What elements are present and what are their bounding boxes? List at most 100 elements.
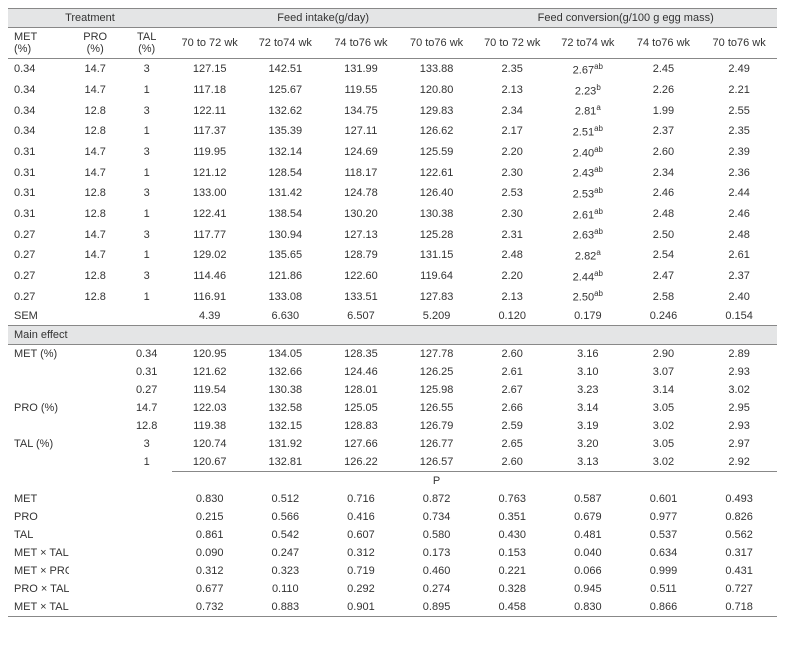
me-fi: 121.62 — [172, 363, 248, 381]
p-fc: 0.866 — [626, 598, 702, 617]
cell-fc: 2.81a — [550, 100, 626, 121]
cell-fc: 2.31 — [474, 224, 550, 245]
p-fc: 0.562 — [701, 526, 777, 544]
p-fi: 0.173 — [399, 544, 475, 562]
cell-tal: 3 — [121, 100, 171, 121]
cell-fi: 127.83 — [399, 286, 475, 307]
p-fi: 0.883 — [247, 598, 323, 617]
cell-met: 0.31 — [8, 204, 69, 225]
p-fc: 0.431 — [701, 562, 777, 580]
me-fc: 3.13 — [550, 453, 626, 472]
subhdr-wk: 70 to 72 wk — [172, 28, 248, 59]
me-fc: 2.89 — [701, 344, 777, 363]
cell-fc: 2.61ab — [550, 204, 626, 225]
subhdr-wk: 74 to76 wk — [626, 28, 702, 59]
cell-fc: 2.55 — [701, 100, 777, 121]
me-fi: 131.92 — [247, 435, 323, 453]
me-fc: 3.23 — [550, 381, 626, 399]
subhdr-wk: 70 to76 wk — [399, 28, 475, 59]
cell-fc: 2.50 — [626, 224, 702, 245]
cell-fc: 2.40ab — [550, 142, 626, 163]
cell-fi: 131.42 — [247, 183, 323, 204]
me-fi: 120.95 — [172, 344, 248, 363]
p-fi: 0.323 — [247, 562, 323, 580]
p-fc: 0.066 — [550, 562, 626, 580]
cell-met: 0.34 — [8, 121, 69, 142]
me-fc: 3.16 — [550, 344, 626, 363]
me-fi: 132.58 — [247, 399, 323, 417]
cell-fc: 2.48 — [474, 245, 550, 266]
p-fc: 0.999 — [626, 562, 702, 580]
me-fi: 126.57 — [399, 453, 475, 472]
me-fi: 120.67 — [172, 453, 248, 472]
cell-fc: 2.40 — [701, 286, 777, 307]
me-fi: 126.55 — [399, 399, 475, 417]
cell-fi: 130.94 — [247, 224, 323, 245]
p-fc: 0.977 — [626, 508, 702, 526]
cell-tal: 1 — [121, 121, 171, 142]
cell-fi: 132.14 — [247, 142, 323, 163]
cell-pro: 14.7 — [69, 80, 122, 101]
p-fi: 0.312 — [323, 544, 399, 562]
cell-pro: 12.8 — [69, 121, 122, 142]
cell-fi: 132.62 — [247, 100, 323, 121]
cell-fi: 127.13 — [323, 224, 399, 245]
me-fi: 124.46 — [323, 363, 399, 381]
p-fi: 0.090 — [172, 544, 248, 562]
cell-fi: 117.18 — [172, 80, 248, 101]
cell-fi: 114.46 — [172, 266, 248, 287]
p-row-label: TAL — [8, 526, 69, 544]
cell-fi: 130.20 — [323, 204, 399, 225]
p-fc: 0.328 — [474, 580, 550, 598]
p-fc: 0.537 — [626, 526, 702, 544]
cell-fc: 2.82a — [550, 245, 626, 266]
p-fi: 0.512 — [247, 490, 323, 508]
me-fc: 3.14 — [626, 381, 702, 399]
cell-fc: 2.39 — [701, 142, 777, 163]
me-fc: 3.14 — [550, 399, 626, 417]
p-fi: 0.830 — [172, 490, 248, 508]
p-fi: 0.677 — [172, 580, 248, 598]
cell-fi: 124.78 — [323, 183, 399, 204]
cell-pro: 12.8 — [69, 100, 122, 121]
cell-fi: 129.83 — [399, 100, 475, 121]
cell-fi: 125.67 — [247, 80, 323, 101]
p-fi: 0.312 — [172, 562, 248, 580]
cell-met: 0.31 — [8, 142, 69, 163]
cell-fi: 122.61 — [399, 162, 475, 183]
p-fc: 0.317 — [701, 544, 777, 562]
sem-label: SEM — [8, 307, 69, 326]
me-fi: 134.05 — [247, 344, 323, 363]
p-fi: 0.895 — [399, 598, 475, 617]
cell-tal: 1 — [121, 162, 171, 183]
me-fc: 2.90 — [626, 344, 702, 363]
cell-fc: 2.35 — [701, 121, 777, 142]
cell-fc: 2.60 — [626, 142, 702, 163]
p-fc: 0.826 — [701, 508, 777, 526]
cell-fc: 2.67ab — [550, 59, 626, 80]
me-fi: 130.38 — [247, 381, 323, 399]
sem-fi: 4.39 — [172, 307, 248, 326]
subhdr-wk: 70 to76 wk — [701, 28, 777, 59]
me-level: 14.7 — [121, 399, 171, 417]
me-level: 0.27 — [121, 381, 171, 399]
cell-fi: 122.11 — [172, 100, 248, 121]
p-fc: 0.601 — [626, 490, 702, 508]
me-group: MET (%) — [8, 344, 69, 363]
p-fc: 0.153 — [474, 544, 550, 562]
cell-fc: 2.13 — [474, 80, 550, 101]
cell-tal: 1 — [121, 204, 171, 225]
p-fi: 0.416 — [323, 508, 399, 526]
hdr-feed-conv: Feed conversion(g/100 g egg mass) — [474, 9, 777, 28]
me-fc: 2.93 — [701, 363, 777, 381]
cell-fc: 2.47 — [626, 266, 702, 287]
cell-fc: 2.34 — [626, 162, 702, 183]
p-fi: 0.274 — [399, 580, 475, 598]
cell-fi: 125.59 — [399, 142, 475, 163]
p-fi: 0.734 — [399, 508, 475, 526]
cell-fi: 131.15 — [399, 245, 475, 266]
cell-tal: 1 — [121, 245, 171, 266]
me-fi: 132.15 — [247, 417, 323, 435]
me-level: 0.31 — [121, 363, 171, 381]
p-fc: 0.830 — [550, 598, 626, 617]
